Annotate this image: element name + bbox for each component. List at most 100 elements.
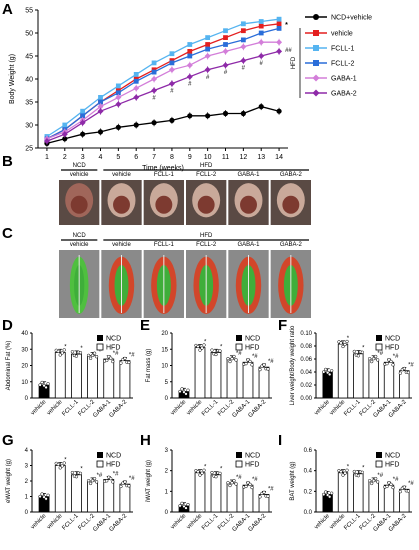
legend-label: GABA-2 [331,91,357,98]
data-dot [92,351,97,355]
organ-region [70,195,88,214]
data-dot [180,501,184,505]
data-dot [78,350,83,355]
y-tick-label: 20 [161,331,168,337]
data-dot [46,382,50,386]
sig-mark: *# [113,351,119,357]
data-point [97,108,104,115]
data-dot [328,495,332,499]
abdominal-photo-panel: NCD HFD vehicle vehicle FCLL-1 FCLL-2 GABA-1 GA… [59,163,311,225]
data-dot [178,504,182,508]
data-dot [88,481,93,486]
bar [54,352,66,399]
legend-swatch-ncd [97,452,103,458]
data-dot [214,475,218,479]
sig-mark: * [220,467,223,473]
data-point [168,80,175,87]
y-tick-label: 2 [165,469,169,475]
y-tick-label: 0.0 [304,510,313,516]
sig-mark: *# [408,481,414,487]
data-point [80,131,86,137]
legend-swatch-hfd [375,343,383,351]
data-dot [38,494,42,499]
y-tick-label: 2 [25,479,29,485]
bar [368,480,379,513]
data-dot [368,356,372,361]
data-dot [370,481,374,486]
photo-label: GABA-2 [280,242,303,248]
photo-label: GABA-2 [280,172,303,178]
data-dot [258,495,262,499]
legend-marker [313,30,319,36]
data-point [276,108,282,114]
data-dot [341,473,345,477]
data-dot [178,389,182,394]
y-tick-label: 0.6 [304,448,313,454]
data-dot [372,479,376,483]
data-point [223,35,228,40]
legend-marker [313,60,319,66]
data-dot [250,363,254,367]
data-dot [62,461,66,465]
data-point [276,48,283,55]
bar [226,358,238,399]
data-dot [180,387,184,391]
bar [119,360,131,399]
data-dot [398,489,402,494]
y-tick-label: 3 [25,464,29,470]
sig-mark: *# [268,486,274,492]
data-point [240,110,246,117]
y-tick-label: 10 [21,380,28,386]
data-dot [111,480,115,484]
x-tick-label: 1 [45,154,49,161]
sig-mark: *# [129,476,135,482]
data-dot [38,383,42,387]
hash-mark: # [260,61,264,67]
panel-label-e: E [140,317,150,334]
data-point [80,113,86,119]
double-hash-mark: ## [285,48,292,54]
data-point [115,101,122,108]
data-dot [343,471,347,475]
data-dot [326,371,330,375]
legend-label-ncd: NCD [106,453,121,460]
panel-label-a: A [2,1,13,18]
data-point [151,60,157,66]
legend-swatch-ncd [376,452,382,458]
y-axis-label: Body Weight (g) [9,54,16,104]
data-point [98,95,103,100]
data-dot [368,479,372,483]
organ-region [113,195,130,214]
y-axis-label: eWAT weight (g) [6,459,12,503]
data-point [97,129,104,135]
series-line [46,41,280,140]
x-tick-label: GABA-2 [109,513,129,533]
data-point [258,104,264,110]
legend-swatch-hfd [235,343,243,351]
data-point [276,16,282,22]
data-dot [196,344,200,349]
x-tick-label: vehicle [314,513,332,531]
data-dot [376,358,380,362]
data-dot [200,471,204,475]
data-point [204,66,211,73]
data-point [80,108,86,114]
sig-mark: *# [236,475,242,481]
data-dot [58,353,62,357]
data-dot [228,483,232,488]
data-dot [90,479,95,483]
bar [210,474,222,513]
y-tick-label: 0 [25,396,29,402]
data-dot [186,388,190,392]
data-dot [328,372,332,377]
data-dot [70,350,75,354]
star-mark: * [285,22,288,29]
data-dot [339,470,343,474]
x-tick-label: vehicle [30,399,48,417]
sig-mark: *# [393,477,399,483]
data-point [240,37,246,43]
data-dot [182,390,186,394]
x-tick-label: vehicle [170,513,188,531]
data-point [240,28,246,34]
